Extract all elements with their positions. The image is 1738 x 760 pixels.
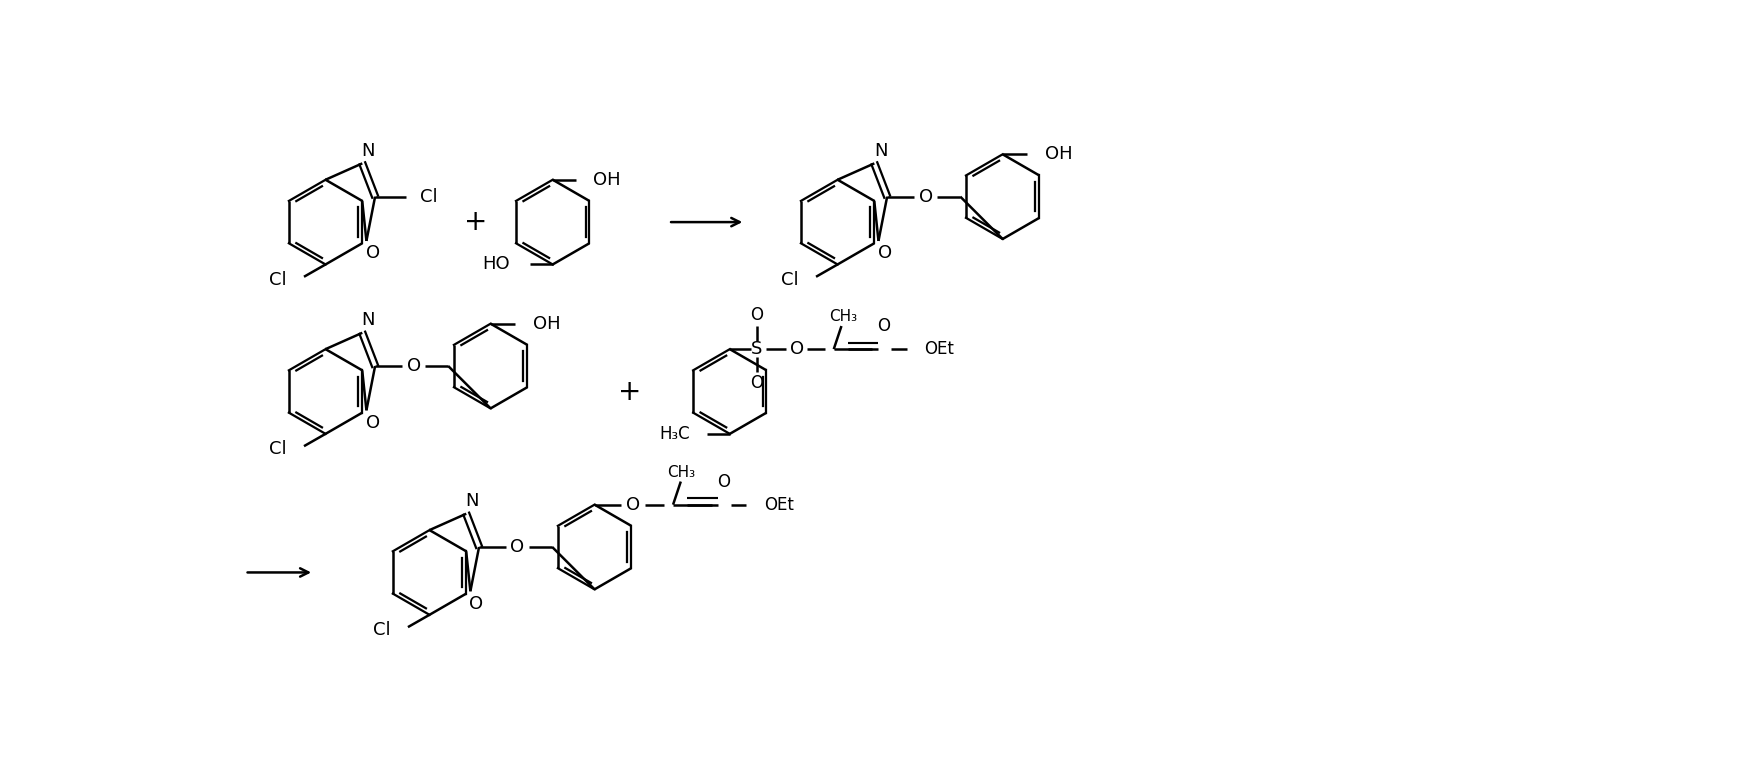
Text: S: S [751,340,763,358]
Text: N: N [874,142,888,160]
Text: O: O [469,594,483,613]
Text: O: O [878,317,890,335]
Text: OH: OH [534,315,561,333]
Text: O: O [751,306,763,325]
Text: N: N [362,142,375,160]
Text: Cl: Cl [782,271,799,289]
Text: Cl: Cl [421,188,438,206]
Text: O: O [878,244,892,262]
Text: O: O [407,357,421,375]
Text: O: O [365,413,379,432]
Text: HO: HO [483,255,511,274]
Text: +: + [619,378,641,406]
Text: CH₃: CH₃ [667,465,695,480]
Text: CH₃: CH₃ [829,309,857,325]
Text: O: O [789,340,805,358]
Text: O: O [626,496,640,514]
Text: Cl: Cl [269,440,287,458]
Text: N: N [362,312,375,330]
Text: O: O [716,473,730,490]
Text: O: O [919,188,933,206]
Text: Cl: Cl [374,621,391,639]
Text: OH: OH [1045,145,1072,163]
Text: O: O [511,538,525,556]
Text: O: O [751,374,763,392]
Text: OH: OH [593,171,620,188]
Text: O: O [365,244,379,262]
Text: +: + [464,208,487,236]
Text: OEt: OEt [765,496,794,514]
Text: Cl: Cl [269,271,287,289]
Text: OEt: OEt [925,340,954,358]
Text: H₃C: H₃C [659,425,690,443]
Text: N: N [466,492,480,511]
